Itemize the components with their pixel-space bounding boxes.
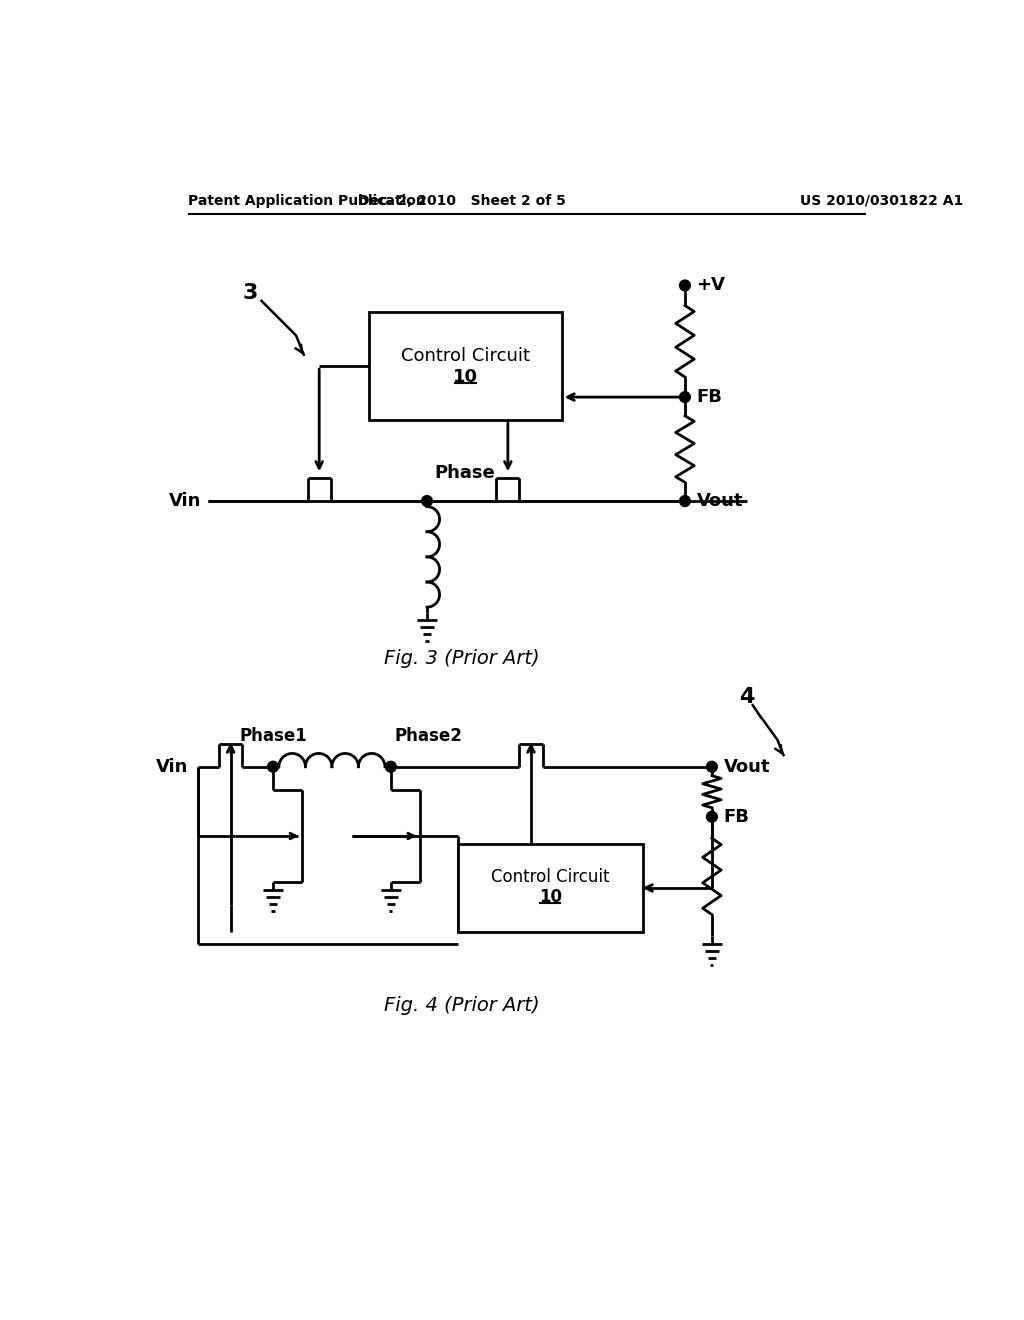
Text: Vout: Vout bbox=[724, 758, 770, 776]
Text: Patent Application Publication: Patent Application Publication bbox=[188, 194, 426, 207]
Circle shape bbox=[422, 496, 432, 507]
Text: FB: FB bbox=[696, 388, 722, 407]
Text: Control Circuit: Control Circuit bbox=[490, 869, 609, 886]
Text: +V: +V bbox=[696, 276, 725, 294]
Text: FB: FB bbox=[724, 808, 750, 826]
Text: Vin: Vin bbox=[156, 758, 188, 776]
Text: 3: 3 bbox=[243, 284, 258, 304]
Bar bbox=[370, 313, 562, 420]
Circle shape bbox=[680, 280, 690, 290]
Text: Dec. 2, 2010   Sheet 2 of 5: Dec. 2, 2010 Sheet 2 of 5 bbox=[357, 194, 565, 207]
Circle shape bbox=[707, 762, 717, 772]
Circle shape bbox=[385, 762, 396, 772]
Text: Phase: Phase bbox=[435, 463, 496, 482]
Text: 4: 4 bbox=[739, 688, 755, 708]
Text: US 2010/0301822 A1: US 2010/0301822 A1 bbox=[801, 194, 964, 207]
Text: Vin: Vin bbox=[169, 492, 202, 510]
Circle shape bbox=[267, 762, 279, 772]
Circle shape bbox=[707, 812, 717, 822]
Text: Fig. 3 (Prior Art): Fig. 3 (Prior Art) bbox=[384, 649, 540, 668]
Bar bbox=[458, 843, 643, 932]
Text: Phase2: Phase2 bbox=[394, 727, 463, 744]
Text: Control Circuit: Control Circuit bbox=[401, 347, 530, 364]
Text: 10: 10 bbox=[453, 368, 478, 385]
Text: Phase1: Phase1 bbox=[240, 727, 307, 744]
Text: 10: 10 bbox=[539, 888, 562, 907]
Circle shape bbox=[680, 392, 690, 403]
Text: Vout: Vout bbox=[696, 492, 743, 510]
Text: Fig. 4 (Prior Art): Fig. 4 (Prior Art) bbox=[384, 995, 540, 1015]
Circle shape bbox=[680, 496, 690, 507]
